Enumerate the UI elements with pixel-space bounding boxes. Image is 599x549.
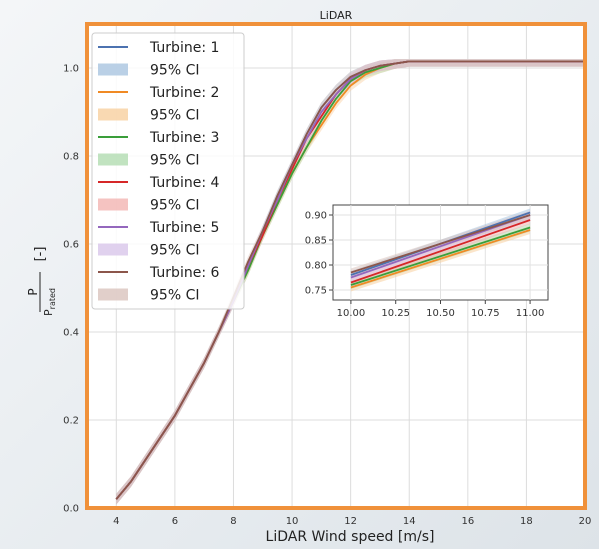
- y-axis-label: P Prated [-]: [26, 247, 57, 316]
- x-tick-label: 6: [172, 516, 178, 527]
- legend: Turbine: 1 95% CI Turbine: 2 95% CI Turbine:…: [91, 32, 245, 310]
- legend-ci-swatch-turbine-1: [98, 63, 128, 76]
- inset-series-line-turbine-2: [350, 229, 531, 289]
- legend-label-turbine-6: Turbine: 6: [149, 265, 219, 281]
- y-tick-label: 0.0: [63, 504, 79, 515]
- y-tick-label: 0.6: [63, 240, 79, 251]
- legend-ci-swatch-turbine-5: [98, 243, 128, 256]
- inset-y-tick-label: 0.90: [305, 211, 327, 222]
- legend-ci-label-turbine-1: 95% CI: [150, 63, 199, 79]
- x-tick-label: 12: [344, 516, 357, 527]
- y-axis-label-numerator: P: [26, 288, 40, 295]
- legend-box: [91, 32, 245, 310]
- chart-title: LiDAR: [320, 9, 353, 22]
- y-axis-label-denominator-sub: rated: [48, 288, 57, 309]
- legend-ci-label-turbine-3: 95% CI: [150, 153, 199, 169]
- legend-ci-label-turbine-4: 95% CI: [150, 198, 199, 214]
- legend-ci-label-turbine-6: 95% CI: [150, 288, 199, 304]
- x-tick-label: 8: [230, 516, 236, 527]
- x-tick-label: 20: [579, 516, 592, 527]
- axes: 4 6 8 10 12 14 16 18 20 0.0 0.2 0.4 0.6 0.8 1.0: [63, 64, 591, 528]
- y-tick-label: 0.8: [63, 152, 79, 163]
- inset-y-tick-label: 0.85: [305, 236, 327, 247]
- series-lines: [115, 60, 585, 500]
- inset-series-line-turbine-3: [350, 226, 531, 286]
- legend-label-turbine-4: Turbine: 4: [149, 175, 219, 191]
- y-tick-label: 0.2: [63, 416, 79, 427]
- x-tick-label: 14: [403, 516, 416, 527]
- y-axis-label-denominator: Prated: [42, 288, 57, 316]
- inset-x-tick-label: 10.25: [381, 308, 410, 319]
- legend-ci-label-turbine-2: 95% CI: [150, 108, 199, 124]
- x-tick-label: 16: [461, 516, 474, 527]
- x-axis-label: LiDAR Wind speed [m/s]: [266, 529, 435, 545]
- legend-ci-label-turbine-5: 95% CI: [150, 243, 199, 259]
- legend-ci-swatch-turbine-2: [98, 108, 128, 121]
- inset-series-line-turbine-4: [350, 219, 531, 284]
- inset-x-tick-label: 10.00: [337, 308, 366, 319]
- inset-x-tick-label: 10.75: [471, 308, 500, 319]
- legend-ci-swatch-turbine-3: [98, 153, 128, 166]
- inset-y-tick-label: 0.75: [305, 286, 327, 297]
- legend-label-turbine-1: Turbine: 1: [149, 40, 219, 56]
- x-tick-label: 10: [286, 516, 299, 527]
- x-tick-label: 4: [113, 516, 119, 527]
- y-axis-label-unit: [-]: [33, 247, 48, 262]
- inset-chart: 10.00 10.25 10.50 10.75 11.00 0.75 0.80 0.85 0.9…: [305, 204, 549, 319]
- y-tick-label: 1.0: [63, 64, 79, 75]
- legend-label-turbine-2: Turbine: 2: [149, 85, 219, 101]
- legend-label-turbine-3: Turbine: 3: [149, 130, 219, 146]
- legend-ci-swatch-turbine-4: [98, 198, 128, 211]
- y-tick-label: 0.4: [63, 328, 79, 339]
- highlight-frame: [85, 22, 587, 510]
- legend-ci-swatch-turbine-6: [98, 288, 128, 301]
- y-axis-label-denominator-base: P: [42, 309, 55, 316]
- legend-label-turbine-5: Turbine: 5: [149, 220, 219, 236]
- inset-y-tick-label: 0.80: [305, 261, 327, 272]
- inset-series-line-turbine-6: [350, 214, 531, 274]
- inset-x-tick-label: 11.00: [516, 308, 545, 319]
- x-tick-label: 18: [520, 516, 533, 527]
- inset-x-tick-label: 10.50: [426, 308, 455, 319]
- series-line-turbine-6: [115, 60, 585, 500]
